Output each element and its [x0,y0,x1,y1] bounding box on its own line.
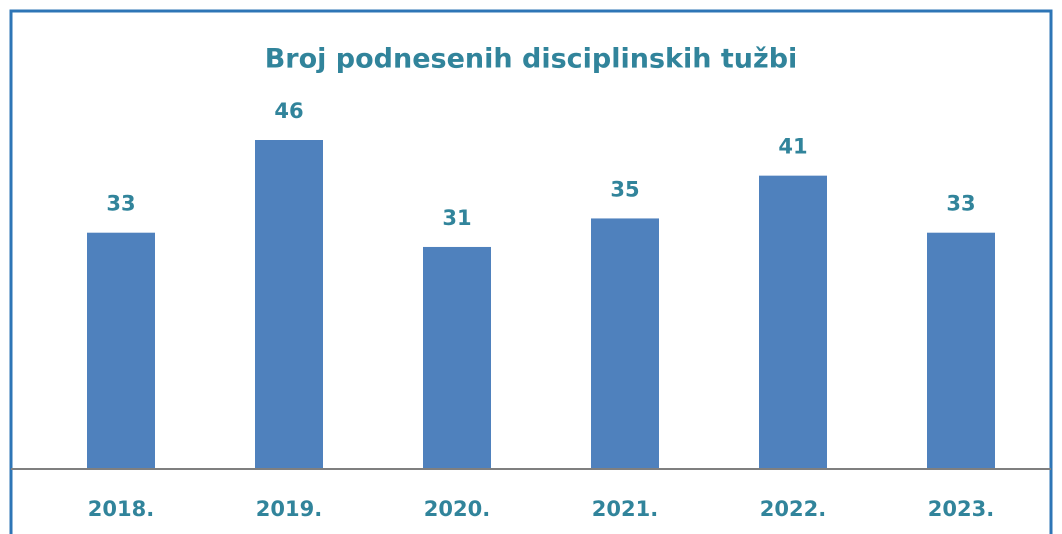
bar [591,218,659,468]
data-label: 33 [946,192,975,216]
x-tick-label: 2020. [424,497,490,521]
data-label: 33 [106,192,135,216]
bar [87,232,155,468]
x-tick-label: 2022. [760,497,826,521]
bar [927,232,995,468]
x-tick-label: 2021. [592,497,658,521]
data-label: 31 [442,206,471,230]
chart-title: Broj podnesenih disciplinskih tužbi [265,44,798,75]
bar [255,140,323,468]
frame [9,9,1053,534]
x-tick-label: 2019. [256,497,322,521]
bar [423,246,491,468]
x-tick-label: 2023. [928,497,994,521]
data-label: 46 [274,99,303,123]
bar [759,175,827,469]
data-label: 35 [610,177,639,201]
x-tick-label: 2018. [88,497,154,521]
data-label: 41 [778,135,807,159]
